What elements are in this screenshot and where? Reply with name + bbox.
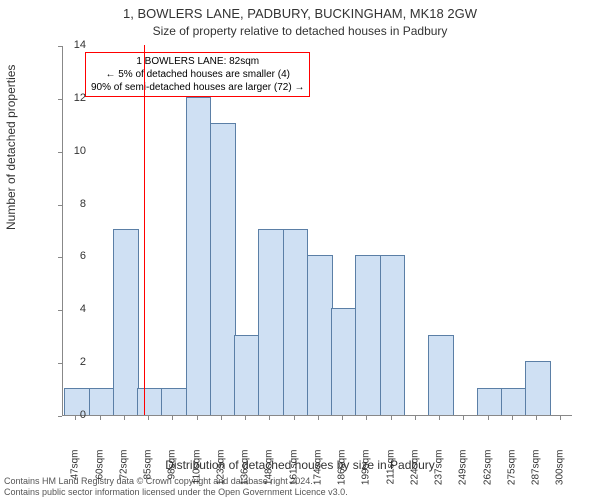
histogram-bar <box>307 255 333 415</box>
xtick-label: 98sqm <box>167 450 178 494</box>
ytick-label: 6 <box>46 250 86 262</box>
ytick-label: 0 <box>46 409 86 421</box>
xtick-mark <box>221 416 222 420</box>
plot-area: 1 BOWLERS LANE: 82sqm ← 5% of detached h… <box>62 46 572 416</box>
histogram-bar <box>355 255 381 415</box>
xtick-mark <box>245 416 246 420</box>
xtick-label: 300sqm <box>555 450 566 494</box>
y-axis-label: Number of detached properties <box>4 65 18 230</box>
histogram-bar <box>113 229 139 415</box>
xtick-mark <box>366 416 367 420</box>
xtick-label: 249sqm <box>458 450 469 494</box>
xtick-label: 161sqm <box>288 450 299 494</box>
info-box: 1 BOWLERS LANE: 82sqm ← 5% of detached h… <box>85 52 310 97</box>
info-line-1: 1 BOWLERS LANE: 82sqm <box>91 55 304 68</box>
ytick-label: 14 <box>46 39 86 51</box>
chart-container: 1, BOWLERS LANE, PADBURY, BUCKINGHAM, MK… <box>0 0 600 500</box>
xtick-mark <box>560 416 561 420</box>
histogram-bar <box>501 388 527 415</box>
xtick-mark <box>197 416 198 420</box>
xtick-label: 148sqm <box>264 450 275 494</box>
xtick-label: 85sqm <box>143 450 154 494</box>
chart-title-sub: Size of property relative to detached ho… <box>0 24 600 38</box>
xtick-mark <box>342 416 343 420</box>
xtick-mark <box>512 416 513 420</box>
xtick-label: 174sqm <box>312 450 323 494</box>
xtick-label: 72sqm <box>118 450 129 494</box>
ytick-label: 4 <box>46 303 86 315</box>
xtick-mark <box>100 416 101 420</box>
xtick-label: 262sqm <box>482 450 493 494</box>
xtick-label: 224sqm <box>409 450 420 494</box>
xtick-mark <box>75 416 76 420</box>
ytick-label: 12 <box>46 92 86 104</box>
marker-line <box>144 45 145 415</box>
histogram-bar <box>210 123 236 415</box>
xtick-label: 123sqm <box>215 450 226 494</box>
xtick-mark <box>463 416 464 420</box>
histogram-bar <box>234 335 260 415</box>
ytick-label: 10 <box>46 145 86 157</box>
ytick-label: 8 <box>46 198 86 210</box>
chart-title-main: 1, BOWLERS LANE, PADBURY, BUCKINGHAM, MK… <box>0 6 600 21</box>
xtick-mark <box>172 416 173 420</box>
xtick-label: 60sqm <box>94 450 105 494</box>
xtick-label: 211sqm <box>385 450 396 494</box>
histogram-bar <box>186 97 212 415</box>
xtick-label: 186sqm <box>337 450 348 494</box>
xtick-label: 287sqm <box>531 450 542 494</box>
info-line-3: 90% of semi-detached houses are larger (… <box>91 81 304 94</box>
info-line-2: ← 5% of detached houses are smaller (4) <box>91 68 304 81</box>
histogram-bar <box>380 255 406 415</box>
xtick-mark <box>294 416 295 420</box>
xtick-mark <box>439 416 440 420</box>
xtick-label: 47sqm <box>70 450 81 494</box>
histogram-bar <box>258 229 284 415</box>
ytick-label: 2 <box>46 356 86 368</box>
histogram-bar <box>161 388 187 415</box>
histogram-bar <box>331 308 357 415</box>
xtick-mark <box>318 416 319 420</box>
histogram-bar <box>137 388 163 415</box>
histogram-bar <box>283 229 309 415</box>
xtick-label: 237sqm <box>434 450 445 494</box>
xtick-mark <box>536 416 537 420</box>
histogram-bar <box>89 388 115 415</box>
xtick-mark <box>415 416 416 420</box>
xtick-label: 110sqm <box>191 450 202 494</box>
histogram-bar <box>428 335 454 415</box>
xtick-mark <box>488 416 489 420</box>
xtick-mark <box>269 416 270 420</box>
xtick-label: 275sqm <box>506 450 517 494</box>
xtick-mark <box>124 416 125 420</box>
histogram-bar <box>477 388 503 415</box>
histogram-bar <box>525 361 551 415</box>
xtick-label: 199sqm <box>361 450 372 494</box>
xtick-label: 136sqm <box>240 450 251 494</box>
xtick-mark <box>148 416 149 420</box>
xtick-mark <box>391 416 392 420</box>
